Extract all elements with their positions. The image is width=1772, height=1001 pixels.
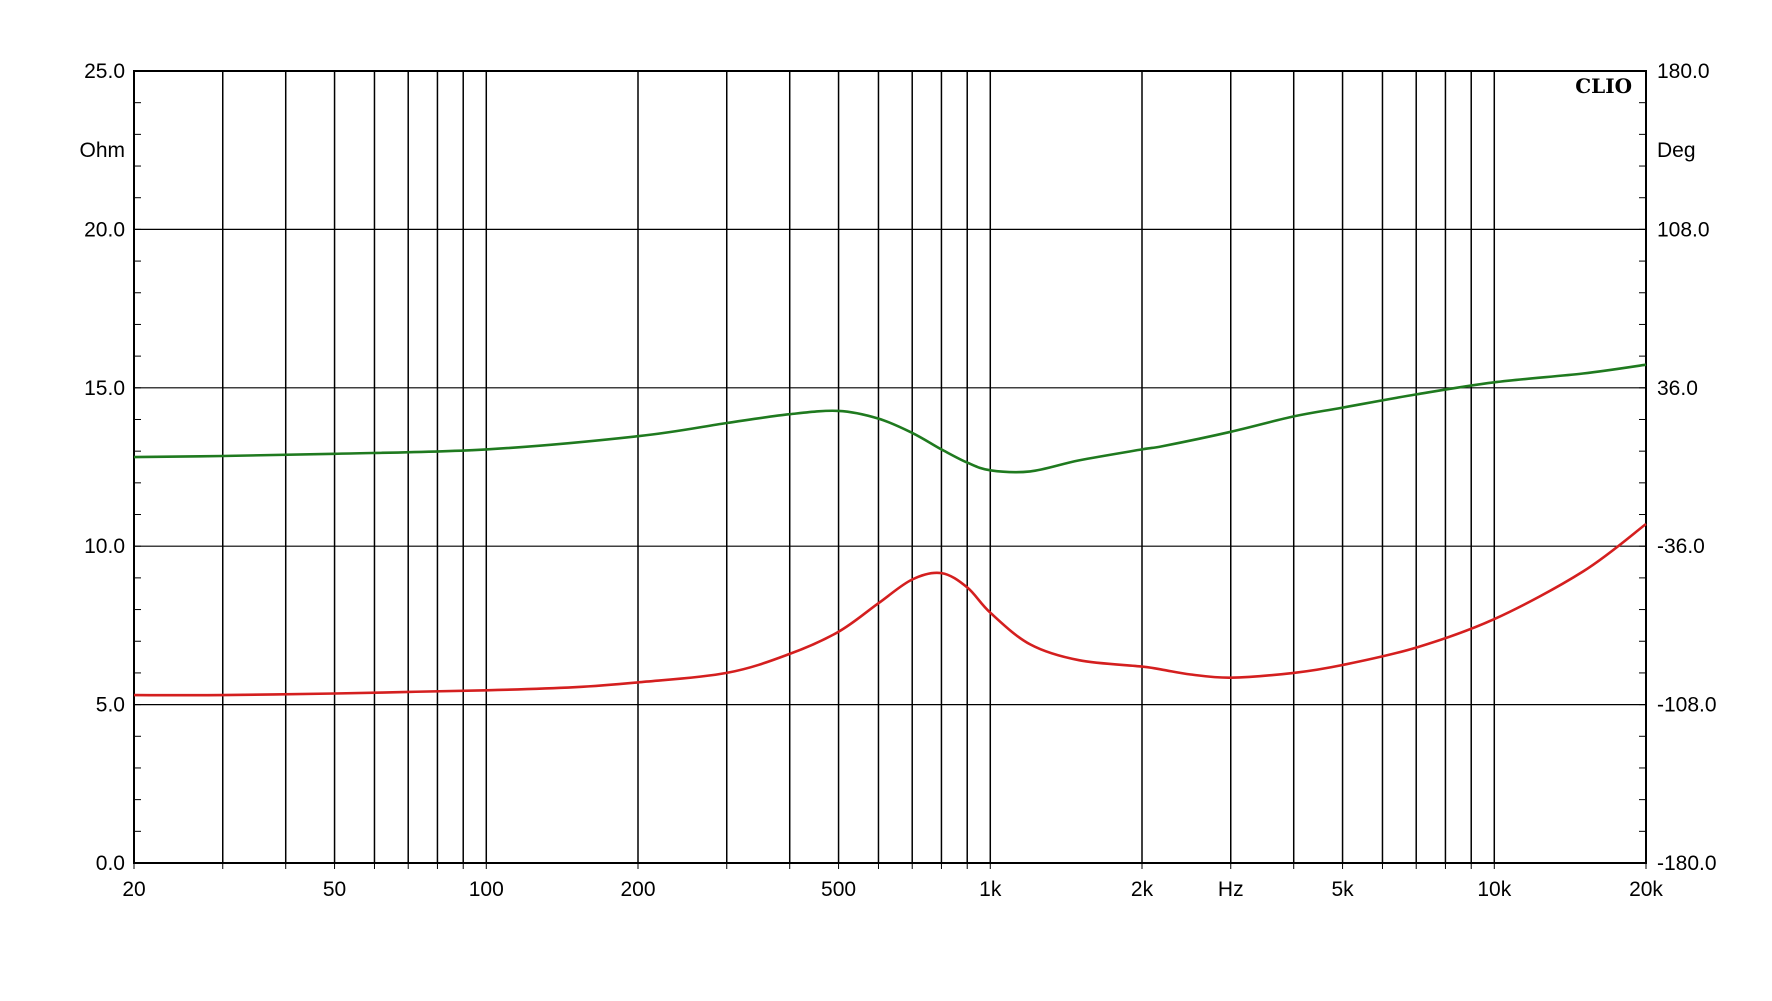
y-left-tick-label: 0.0 (96, 852, 125, 875)
x-tick-label: 500 (821, 878, 856, 901)
y-right-tick-label: 180.0 (1657, 60, 1710, 83)
brand-logo: CLIO (1575, 74, 1632, 98)
x-tick-label: 5k (1331, 878, 1354, 901)
y-right-tick-label: -36.0 (1657, 535, 1705, 558)
y-left-tick-label: 15.0 (84, 377, 125, 400)
y-left-unit-label: Ohm (79, 139, 125, 162)
y-left-tick-label: 10.0 (84, 535, 125, 558)
x-tick-label: 100 (469, 878, 504, 901)
axis-ticks (133, 70, 1647, 869)
impedance-curve (133, 522, 1647, 697)
grid-lines (133, 70, 1647, 864)
series-lines (133, 363, 1647, 697)
y-left-tick-label: 20.0 (84, 218, 125, 241)
y-right-tick-label: -108.0 (1657, 694, 1717, 717)
x-tick-label: 10k (1477, 878, 1511, 901)
phase-curve (133, 363, 1647, 474)
x-tick-label: 20 (122, 878, 145, 901)
x-tick-label: 200 (620, 878, 655, 901)
y-left-tick-label: 25.0 (84, 60, 125, 83)
x-tick-label: 2k (1131, 878, 1154, 901)
tick-labels: 20 50 100 200 500 1k 2k Hz 5k 10k 20k 0.0 5.0 10.0 15.… (79, 60, 1716, 901)
y-right-tick-label: -180.0 (1657, 852, 1717, 875)
x-tick-label: 20k (1629, 878, 1663, 901)
x-tick-label: 1k (979, 878, 1002, 901)
y-right-tick-label: 108.0 (1657, 218, 1710, 241)
y-right-tick-label: 36.0 (1657, 377, 1698, 400)
plot-frame (133, 70, 1647, 864)
y-right-unit-label: Deg (1657, 139, 1696, 162)
y-left-tick-label: 5.0 (96, 694, 125, 717)
x-tick-label: 50 (323, 878, 346, 901)
x-tick-label: Hz (1218, 878, 1244, 901)
